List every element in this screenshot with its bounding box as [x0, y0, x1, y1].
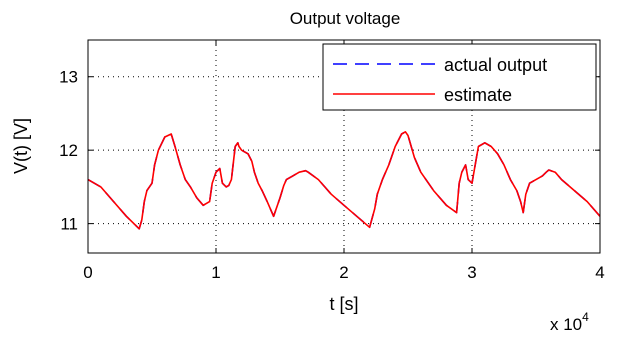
y-tick-label: 13: [59, 68, 78, 87]
x-tick-label: 3: [467, 263, 476, 282]
series-layer: [87, 131, 601, 230]
y-axis-label: V(t) [V]: [11, 118, 31, 174]
x-tick-label: 4: [595, 263, 604, 282]
y-tick-label: 11: [60, 215, 78, 234]
legend-label-actual-output: actual output: [444, 55, 547, 75]
x-multiplier-base: x 10: [550, 315, 582, 334]
x-axis-label: t [s]: [329, 294, 358, 314]
x-axis-multiplier: x 104: [550, 310, 589, 334]
legend-box: [322, 43, 597, 111]
y-tick-label: 12: [59, 141, 78, 160]
series-line-estimate: [87, 131, 601, 230]
legend-label-estimate: estimate: [444, 85, 512, 105]
x-tick-label: 0: [83, 263, 92, 282]
x-tick-label: 1: [211, 263, 220, 282]
chart-title: Output voltage: [290, 9, 401, 28]
legend: actual output estimate: [322, 43, 597, 111]
x-multiplier-exponent: 4: [582, 310, 589, 324]
x-tick-label: 2: [339, 263, 348, 282]
